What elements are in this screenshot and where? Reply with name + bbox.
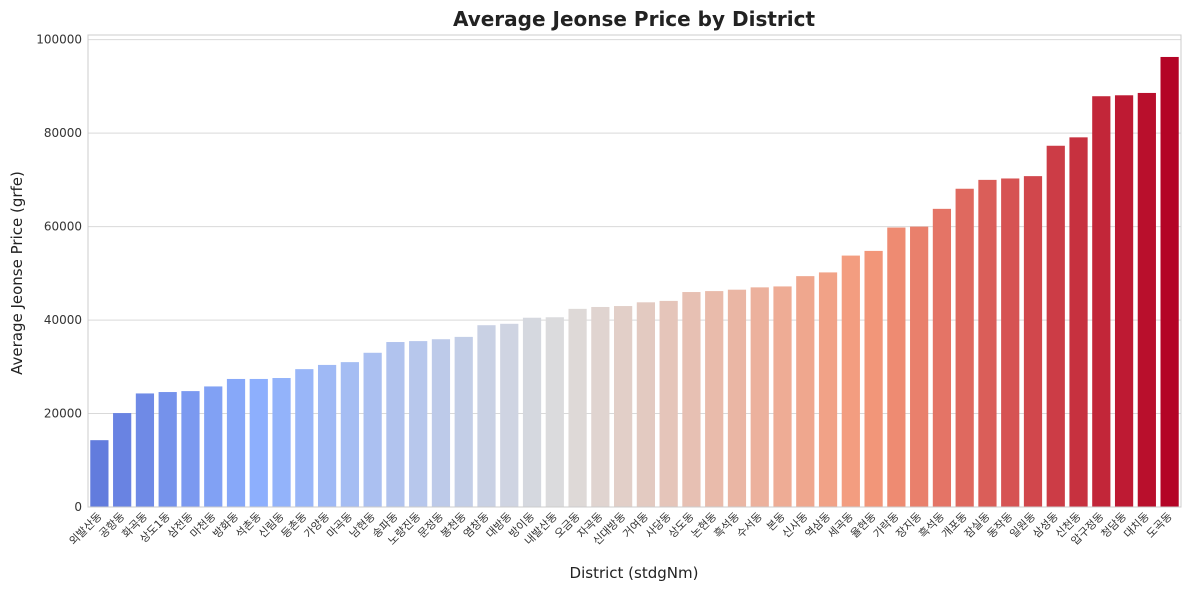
chart-title: Average Jeonse Price by District [453, 7, 816, 31]
bar [796, 276, 815, 507]
bar [818, 272, 838, 507]
bar [363, 352, 382, 507]
bar [272, 378, 291, 507]
bar [1069, 137, 1088, 508]
y-axis-label: Average Jeonse Price (grfe) [8, 171, 26, 375]
y-tick-label: 60000 [44, 220, 82, 234]
bar [113, 413, 132, 507]
bar [955, 188, 974, 507]
bars [90, 56, 1179, 508]
bar [386, 342, 405, 507]
bar [181, 391, 200, 507]
bar [864, 250, 883, 507]
bar [1046, 145, 1065, 507]
bar [1092, 96, 1111, 508]
bar [158, 392, 177, 507]
bar [545, 317, 564, 507]
bar [705, 291, 724, 507]
bar [317, 364, 337, 507]
bar [226, 378, 246, 507]
bar [409, 341, 428, 507]
y-axis-ticks: 0 20000 40000 60000 80000 100000 [36, 33, 82, 514]
bar [636, 302, 655, 507]
bar [1137, 92, 1156, 507]
bar [90, 440, 109, 507]
y-tick-label: 40000 [44, 313, 82, 327]
bar [978, 179, 997, 508]
bar [727, 289, 747, 507]
bar [522, 317, 542, 507]
x-axis-ticks: 외발산동공항동화곡동상도1동삼전동마천동방화동석촌동신림동등촌동가양동마곡동남현… [67, 509, 1175, 548]
bar [773, 286, 792, 507]
bar [135, 393, 155, 507]
plot-frame [87, 34, 1182, 508]
bar [500, 323, 519, 507]
y-tick-label: 100000 [36, 33, 82, 47]
bar [1023, 176, 1043, 507]
x-tick-label: 도곡동 [1144, 510, 1175, 541]
x-tick-label: 수서동 [734, 510, 765, 541]
bar [841, 255, 860, 507]
bar [750, 287, 769, 507]
bar [204, 386, 223, 507]
bar [682, 292, 701, 507]
bar [1160, 56, 1179, 507]
bar [659, 300, 678, 507]
bar [932, 208, 952, 507]
bar [340, 362, 359, 507]
bar [477, 325, 496, 507]
bar [614, 306, 633, 507]
bar [568, 308, 587, 507]
y-tick-label: 0 [74, 500, 82, 514]
bar [249, 378, 268, 507]
y-tick-label: 20000 [44, 407, 82, 421]
bar [454, 336, 473, 507]
bar [1001, 178, 1020, 507]
bar [295, 369, 314, 507]
y-tick-label: 80000 [44, 126, 82, 140]
bar [591, 306, 610, 507]
bar [887, 227, 906, 507]
x-axis-label: District (stdgNm) [570, 564, 699, 582]
bar [431, 339, 451, 507]
bar [910, 226, 929, 508]
bar [1114, 95, 1134, 507]
